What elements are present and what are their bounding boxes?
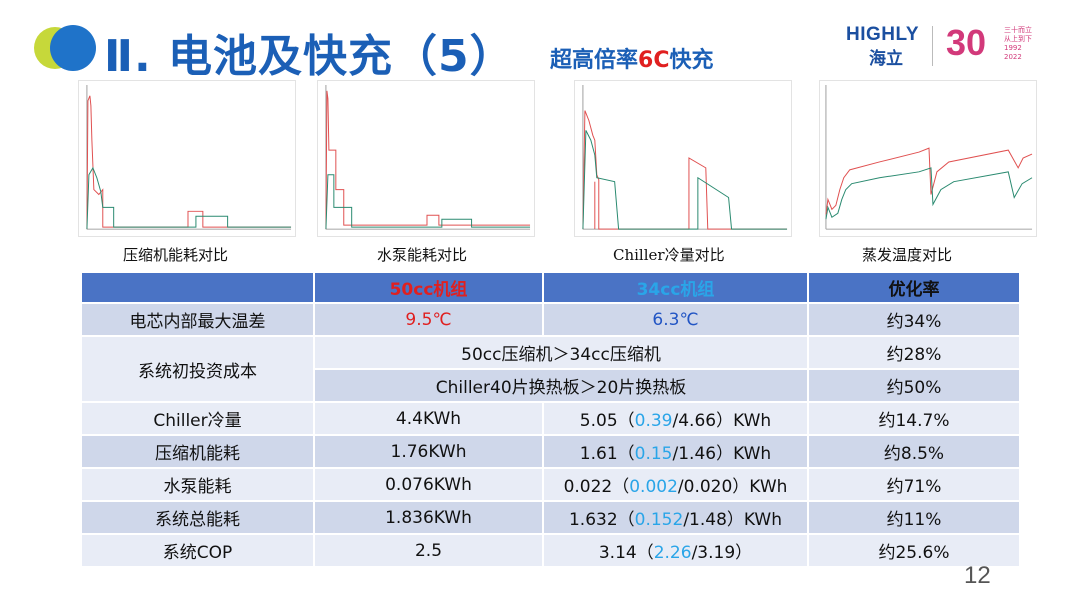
value-50cc: 4.4KWh (313, 401, 544, 436)
value-34cc-part: /0.020）KWh (677, 477, 788, 497)
evaporating-temp-plot (825, 84, 1033, 230)
pump-energy-chart (317, 80, 535, 237)
value-34cc-part: /1.46）KWh (672, 444, 772, 464)
chart-label-chiller: Chiller冷量对比 (613, 246, 725, 264)
value-34cc-part: /1.48）KWh (683, 510, 783, 530)
value-34cc-part: /4.66）KWh (672, 411, 772, 431)
pump-energy-plot (325, 84, 531, 230)
row-name: 水泵能耗 (80, 467, 315, 502)
chart-label-compressor: 压缩机能耗对比 (123, 246, 229, 264)
page-subtitle: 超高倍率6C快充 (550, 42, 713, 74)
table-header-row: 50cc机组 34cc机组 优化率 (80, 271, 1021, 304)
compressor-energy-plot (86, 84, 292, 230)
anniversary-line-3: 1992 (1004, 44, 1022, 52)
comparison-table: 50cc机组 34cc机组 优化率 电芯内部最大温差 9.5℃ 6.3℃ 约34… (80, 271, 1021, 568)
value-merged: 50cc压缩机＞34cc压缩机 (313, 335, 809, 370)
blue-circle (50, 25, 96, 71)
value-34cc: 1.61（0.15/1.46）KWh (542, 434, 809, 469)
value-34cc-highlight: 0.002 (629, 477, 678, 497)
value-34cc: 3.14（2.26/3.19） (542, 533, 809, 568)
value-rate: 约28% (807, 335, 1021, 370)
table-row: Chiller40片换热板＞20片换热板 约50% (81, 368, 1021, 403)
value-50cc: 2.5 (313, 533, 544, 568)
value-merged: Chiller40片换热板＞20片换热板 (313, 368, 809, 403)
value-50cc: 1.836KWh (313, 500, 544, 535)
value-34cc-highlight: 2.26 (653, 543, 692, 563)
anniversary-line-4: 2022 (1004, 53, 1022, 61)
value-rate: 约14.7% (807, 401, 1021, 436)
value-34cc-highlight: 0.39 (634, 411, 673, 431)
anniversary-line-1: 三十而立 (1004, 26, 1032, 34)
value-rate: 约50% (807, 368, 1021, 403)
value-34cc-part: /3.19） (691, 543, 753, 563)
anniversary-text: 三十而立 从上到下 1992 2022 (1004, 26, 1032, 62)
header-34cc: 34cc机组 (542, 271, 809, 304)
row-name: 电芯内部最大温差 (80, 302, 315, 337)
table-row: 压缩机能耗 1.76KWh 1.61（0.15/1.46）KWh 约8.5% (80, 434, 1021, 469)
header-50cc: 50cc机组 (313, 271, 544, 304)
table-row: 水泵能耗 0.076KWh 0.022（0.002/0.020）KWh 约71% (80, 467, 1021, 502)
chiller-cooling-plot (582, 84, 788, 230)
value-rate: 约25.6% (807, 533, 1021, 568)
subtitle-post: 快充 (669, 48, 714, 73)
brand-divider (932, 26, 933, 66)
compressor-energy-chart (78, 80, 296, 237)
row-name: 系统COP (80, 533, 315, 568)
value-34cc: 5.05（0.39/4.66）KWh (542, 401, 809, 436)
header-logo-circles (34, 25, 104, 71)
brand-cn: 海立 (869, 49, 903, 69)
page-number: 12 (964, 562, 991, 589)
header-rate: 优化率 (807, 271, 1021, 304)
value-34cc-part: 5.05（ (579, 411, 635, 431)
row-name: 系统初投资成本 (80, 335, 315, 403)
value-34cc-part: 1.632（ (568, 510, 635, 530)
value-34cc-highlight: 0.15 (634, 444, 673, 464)
row-name: 系统总能耗 (80, 500, 315, 535)
table-row: 系统COP 2.5 3.14（2.26/3.19） 约25.6% (80, 533, 1021, 568)
value-34cc-highlight: 0.152 (634, 510, 684, 530)
value-50cc: 9.5℃ (313, 302, 544, 337)
row-name: 压缩机能耗 (80, 434, 315, 469)
table-row: Chiller冷量 4.4KWh 5.05（0.39/4.66）KWh 约14.… (80, 401, 1021, 436)
value-rate: 约11% (807, 500, 1021, 535)
chart-label-pump: 水泵能耗对比 (377, 246, 468, 264)
highly-logo: HIGHLY 海立 (846, 24, 926, 69)
anniversary-line-2: 从上到下 (1004, 35, 1032, 43)
anniversary-logo: 30 三十而立 从上到下 1992 2022 (946, 22, 1046, 66)
row-name: Chiller冷量 (80, 401, 315, 436)
value-34cc: 0.022（0.002/0.020）KWh (542, 467, 809, 502)
table-row: 系统总能耗 1.836KWh 1.632（0.152/1.48）KWh 约11% (80, 500, 1021, 535)
value-rate: 约8.5% (807, 434, 1021, 469)
value-34cc: 6.3℃ (542, 302, 809, 337)
value-50cc: 1.76KWh (313, 434, 544, 469)
value-34cc: 1.632（0.152/1.48）KWh (542, 500, 809, 535)
value-50cc: 0.076KWh (313, 467, 544, 502)
value-34cc-part: 3.14（ (598, 543, 654, 563)
anniversary-number: 30 (946, 22, 987, 63)
header-empty (80, 271, 315, 304)
page-title: Ⅱ. 电池及快充（5） (104, 31, 515, 82)
table-row: 电芯内部最大温差 9.5℃ 6.3℃ 约34% (80, 302, 1021, 337)
value-34cc-part: 1.61（ (579, 444, 635, 464)
subtitle-highlight: 6C (638, 48, 670, 73)
value-34cc-part: 0.022（ (563, 477, 630, 497)
subtitle-pre: 超高倍率 (550, 48, 639, 73)
brand-en: HIGHLY (846, 24, 920, 45)
value-rate: 约34% (807, 302, 1021, 337)
table-row: 系统初投资成本 50cc压缩机＞34cc压缩机 约28% (80, 335, 1021, 403)
evaporating-temp-chart (819, 80, 1037, 237)
chart-label-evap-temp: 蒸发温度对比 (862, 246, 953, 264)
chiller-cooling-chart (574, 80, 792, 237)
value-rate: 约71% (807, 467, 1021, 502)
